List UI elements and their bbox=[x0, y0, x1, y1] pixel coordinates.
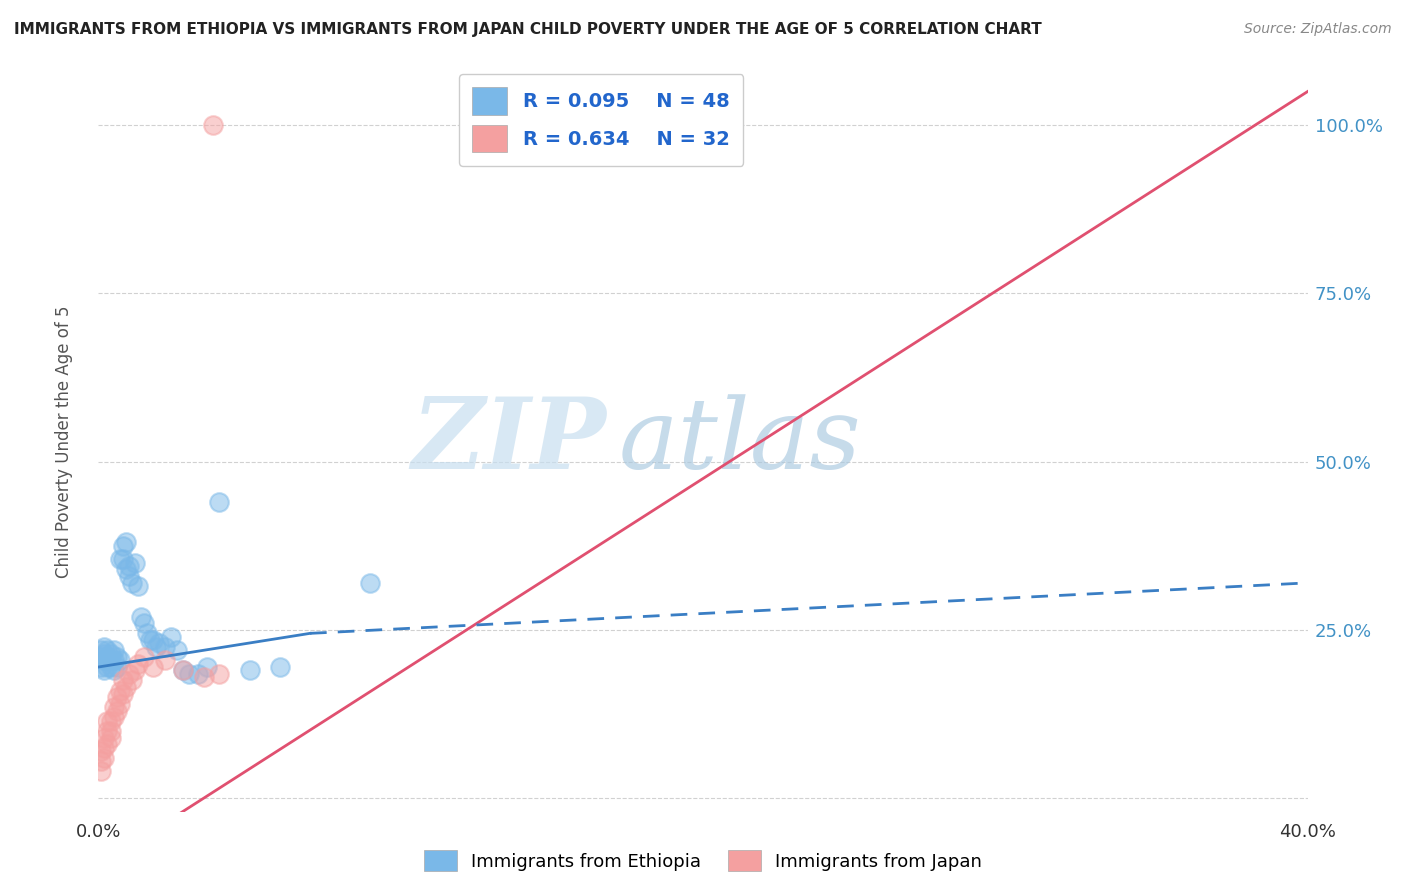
Point bbox=[100, 731, 122, 745]
Y-axis label: Child Poverty Under the Age of 5: Child Poverty Under the Age of 5 bbox=[55, 305, 73, 578]
Point bbox=[160, 630, 183, 644]
Point bbox=[142, 660, 165, 674]
Point bbox=[166, 643, 188, 657]
Point bbox=[114, 680, 136, 694]
Point bbox=[96, 723, 118, 738]
Point bbox=[124, 556, 146, 570]
Point bbox=[208, 666, 231, 681]
Point bbox=[360, 575, 382, 590]
Point bbox=[153, 653, 176, 667]
Point bbox=[139, 633, 162, 648]
Point bbox=[90, 744, 112, 758]
Point bbox=[100, 660, 122, 674]
Point bbox=[135, 626, 157, 640]
Point bbox=[96, 738, 118, 752]
Point bbox=[96, 643, 118, 657]
Point bbox=[108, 697, 131, 711]
Point bbox=[172, 664, 194, 678]
Text: atlas: atlas bbox=[619, 394, 860, 489]
Text: ZIP: ZIP bbox=[412, 393, 606, 490]
Point bbox=[93, 664, 115, 678]
Point bbox=[187, 666, 209, 681]
Point bbox=[100, 653, 122, 667]
Point bbox=[132, 649, 155, 664]
Point bbox=[108, 552, 131, 566]
Point bbox=[111, 673, 134, 688]
Point bbox=[90, 764, 112, 779]
Point bbox=[103, 710, 125, 724]
Point bbox=[172, 664, 194, 678]
Legend: R = 0.095    N = 48, R = 0.634    N = 32: R = 0.095 N = 48, R = 0.634 N = 32 bbox=[458, 74, 744, 166]
Point bbox=[93, 647, 115, 661]
Point bbox=[111, 539, 134, 553]
Point bbox=[90, 660, 112, 674]
Point bbox=[118, 569, 141, 583]
Point bbox=[103, 653, 125, 667]
Point bbox=[105, 690, 128, 705]
Point bbox=[142, 633, 165, 648]
Text: Source: ZipAtlas.com: Source: ZipAtlas.com bbox=[1244, 22, 1392, 37]
Point bbox=[105, 649, 128, 664]
Point bbox=[124, 664, 146, 678]
Point bbox=[153, 640, 176, 654]
Point bbox=[239, 664, 262, 678]
Point bbox=[127, 657, 149, 671]
Point bbox=[121, 575, 143, 590]
Point bbox=[148, 636, 170, 650]
Point bbox=[121, 673, 143, 688]
Point bbox=[96, 660, 118, 674]
Point bbox=[269, 660, 291, 674]
Point bbox=[114, 562, 136, 576]
Point bbox=[100, 714, 122, 728]
Point bbox=[208, 495, 231, 509]
Point bbox=[118, 559, 141, 574]
Point bbox=[96, 714, 118, 728]
Point bbox=[114, 535, 136, 549]
Point bbox=[90, 754, 112, 768]
Point bbox=[103, 700, 125, 714]
Point bbox=[193, 670, 215, 684]
Point bbox=[179, 666, 201, 681]
Point bbox=[145, 640, 167, 654]
Point bbox=[93, 640, 115, 654]
Point bbox=[202, 118, 225, 132]
Point bbox=[127, 579, 149, 593]
Legend: Immigrants from Ethiopia, Immigrants from Japan: Immigrants from Ethiopia, Immigrants fro… bbox=[416, 843, 990, 879]
Point bbox=[132, 616, 155, 631]
Point bbox=[96, 653, 118, 667]
Point bbox=[103, 643, 125, 657]
Point bbox=[111, 552, 134, 566]
Point bbox=[100, 647, 122, 661]
Point bbox=[129, 609, 152, 624]
Text: IMMIGRANTS FROM ETHIOPIA VS IMMIGRANTS FROM JAPAN CHILD POVERTY UNDER THE AGE OF: IMMIGRANTS FROM ETHIOPIA VS IMMIGRANTS F… bbox=[14, 22, 1042, 37]
Point bbox=[108, 653, 131, 667]
Point bbox=[90, 649, 112, 664]
Point bbox=[105, 704, 128, 718]
Point bbox=[93, 731, 115, 745]
Point bbox=[118, 666, 141, 681]
Point bbox=[93, 653, 115, 667]
Point bbox=[96, 649, 118, 664]
Point bbox=[103, 664, 125, 678]
Point bbox=[100, 723, 122, 738]
Point bbox=[105, 660, 128, 674]
Point bbox=[93, 740, 115, 755]
Point bbox=[108, 683, 131, 698]
Point bbox=[93, 751, 115, 765]
Point bbox=[111, 687, 134, 701]
Point bbox=[195, 660, 218, 674]
Point bbox=[90, 643, 112, 657]
